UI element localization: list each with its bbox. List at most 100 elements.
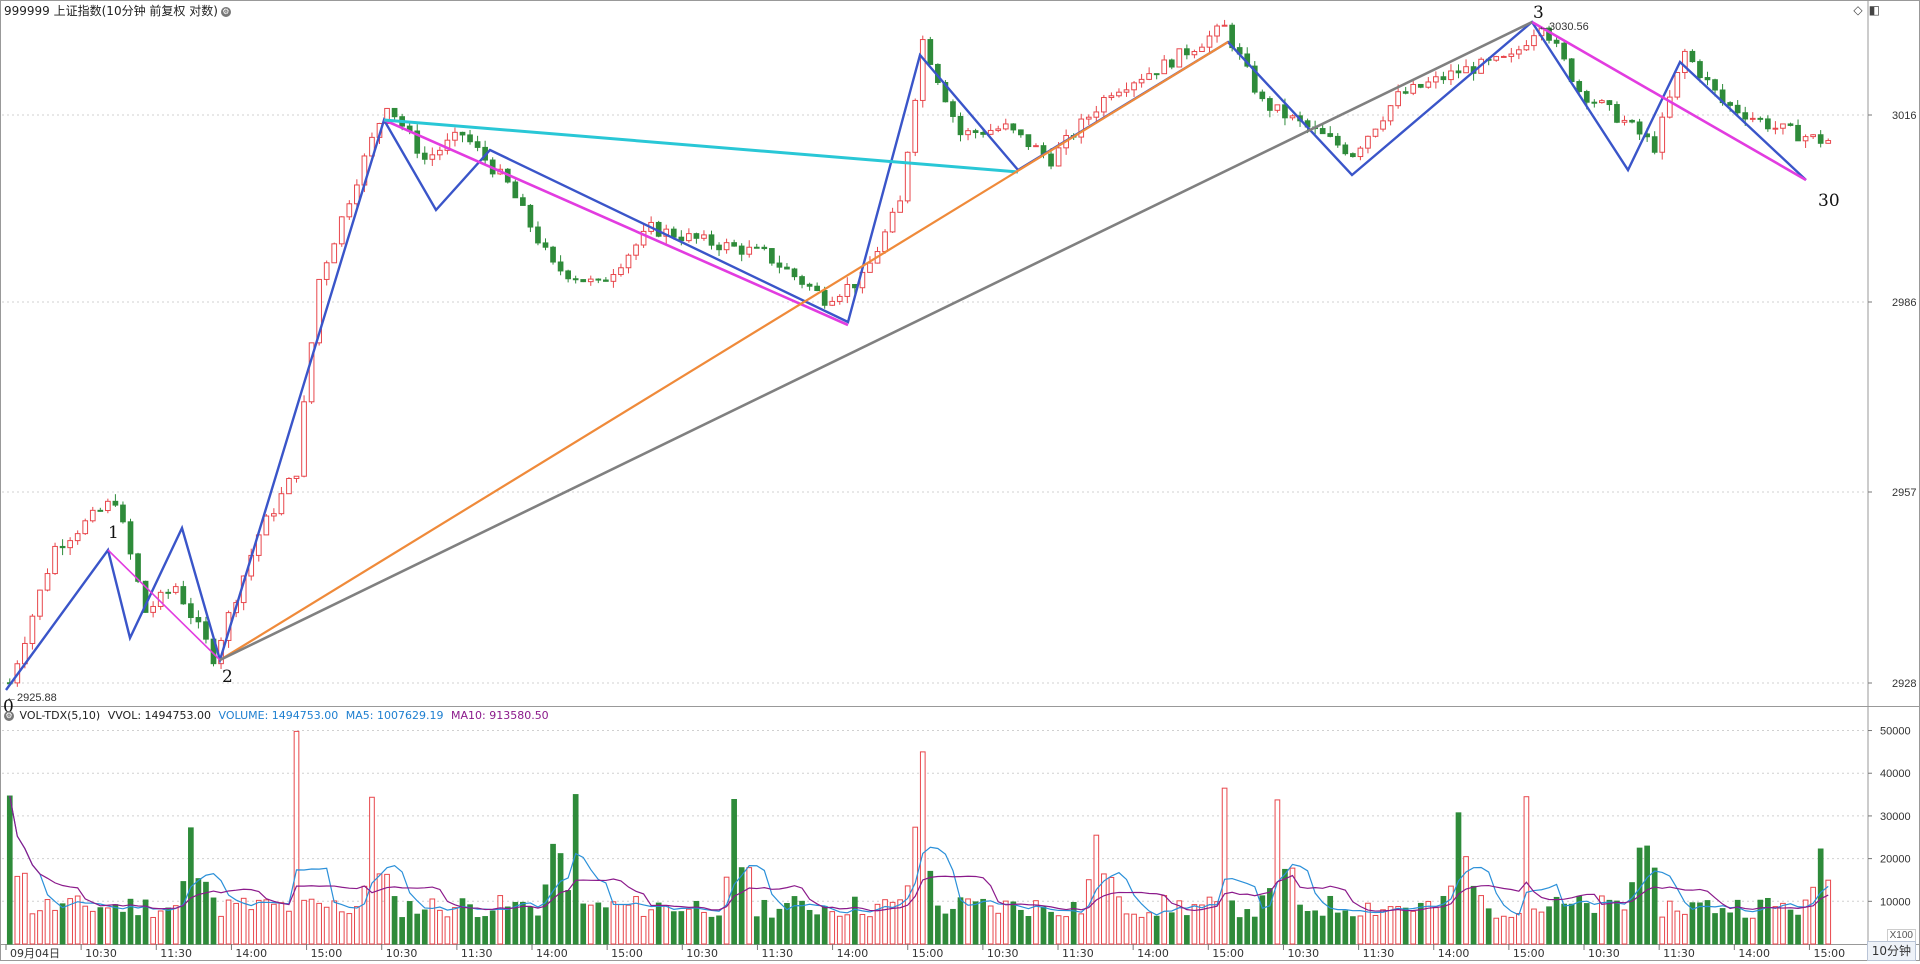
- candle-body: [67, 540, 73, 549]
- volume-bar: [497, 895, 504, 945]
- volume-bar: [1591, 912, 1598, 945]
- volume-bar: [308, 898, 315, 945]
- volume-bar: [1070, 901, 1077, 945]
- volume-bar: [1553, 896, 1560, 945]
- volume-bar: [1704, 900, 1711, 945]
- candle-body: [52, 545, 58, 575]
- candle-body: [59, 545, 66, 549]
- candle-body: [565, 270, 571, 280]
- candle-body: [1342, 144, 1349, 155]
- ma5-value: MA5: 1007629.19: [345, 709, 444, 722]
- candle-body: [112, 500, 119, 506]
- volume-bar: [587, 904, 594, 945]
- candle-body: [1553, 39, 1560, 44]
- volume-bar: [746, 867, 753, 945]
- diamond-icon[interactable]: ◇: [1853, 3, 1863, 17]
- candle-body: [278, 493, 285, 515]
- volume-bar: [633, 896, 639, 945]
- candle-body: [633, 244, 639, 256]
- candle-body: [135, 553, 141, 582]
- volume-bar: [1289, 867, 1296, 945]
- volume-tick-label: 50000: [1880, 726, 1911, 738]
- window-icon[interactable]: ◧: [1868, 3, 1880, 17]
- volume-bar: [1191, 904, 1198, 945]
- volume-bar: [1040, 906, 1047, 945]
- volume-bar: [1614, 900, 1620, 945]
- volume-bar: [580, 903, 587, 945]
- volume-bar: [338, 911, 345, 945]
- candle-body: [1387, 105, 1394, 122]
- volume-bar: [731, 799, 737, 945]
- volume-bar: [1795, 914, 1801, 945]
- volume-bar: [172, 905, 179, 945]
- candle-body: [346, 203, 353, 218]
- volume-bar: [1350, 916, 1356, 945]
- volume-bar: [142, 899, 149, 945]
- volume-bar: [889, 901, 896, 945]
- volume-bar: [1025, 916, 1032, 945]
- volume-bar: [22, 872, 28, 945]
- volume-bar: [112, 904, 119, 945]
- candle-body: [1327, 133, 1334, 137]
- volume-tick-label: 20000: [1880, 854, 1911, 866]
- price-tick-label: 2928: [1892, 678, 1916, 690]
- volume-bar: [203, 881, 209, 945]
- candle-body: [1402, 91, 1409, 94]
- volume-bar: [957, 897, 964, 945]
- trend-line-gray: [219, 20, 1533, 662]
- volume-bar: [1576, 895, 1583, 945]
- candle-body: [1334, 135, 1341, 146]
- volume-bar: [1184, 915, 1190, 945]
- volume-bar: [391, 896, 398, 945]
- volume-bar: [1727, 912, 1733, 945]
- volume-bar: [44, 899, 51, 945]
- volume-bar: [1108, 876, 1115, 945]
- gear-icon[interactable]: ⚙: [220, 6, 231, 17]
- volume-bar: [1478, 895, 1484, 945]
- ma10-value: MA10: 913580.50: [450, 709, 549, 722]
- candle-body: [784, 266, 790, 270]
- volume-bar: [1387, 906, 1394, 945]
- volume-bar: [1523, 796, 1530, 945]
- time-tick-label: 11:30: [761, 947, 793, 960]
- volume-bar: [1055, 915, 1062, 945]
- volume-bar: [965, 898, 971, 945]
- period-button[interactable]: 10分钟: [1866, 941, 1916, 961]
- volume-bar: [1327, 895, 1334, 945]
- candle-body: [987, 129, 994, 135]
- candle-body: [1704, 77, 1711, 81]
- volume-bar: [542, 884, 549, 945]
- wave-line-magenta: [1531, 20, 1807, 182]
- candle-body: [1621, 119, 1628, 123]
- volume-bar: [467, 904, 473, 945]
- wave-label: 30: [1818, 191, 1840, 211]
- volume-bar: [1546, 906, 1552, 945]
- gear-icon[interactable]: ⚙: [4, 711, 14, 721]
- candle-body: [821, 290, 828, 306]
- candle-body: [995, 128, 1002, 131]
- volume-bar: [980, 898, 986, 945]
- volume-bar: [1780, 902, 1786, 945]
- time-tick-label: 11:30: [1062, 947, 1094, 960]
- top-right-icons: ◇ ◧: [1847, 3, 1880, 17]
- wave-label: 3: [1533, 3, 1544, 23]
- candle-body: [82, 520, 89, 535]
- candle-body: [1749, 117, 1756, 120]
- candle-body: [542, 242, 549, 248]
- volume-bar: [1417, 902, 1424, 945]
- candle-body: [912, 99, 919, 153]
- volume-bar: [301, 899, 307, 945]
- volume-bar: [1297, 904, 1303, 945]
- candle-body: [1606, 100, 1613, 106]
- volume-bar: [437, 909, 443, 945]
- volume-bar: [1666, 900, 1673, 945]
- time-tick-label: 14:00: [1738, 947, 1770, 960]
- candle-body: [1614, 104, 1620, 123]
- price-tick-label: 3016: [1892, 110, 1916, 122]
- candle-body: [1682, 50, 1688, 74]
- volume-tick-label: 40000: [1880, 768, 1911, 780]
- candle-body: [1018, 129, 1024, 136]
- candle-body: [1161, 59, 1168, 75]
